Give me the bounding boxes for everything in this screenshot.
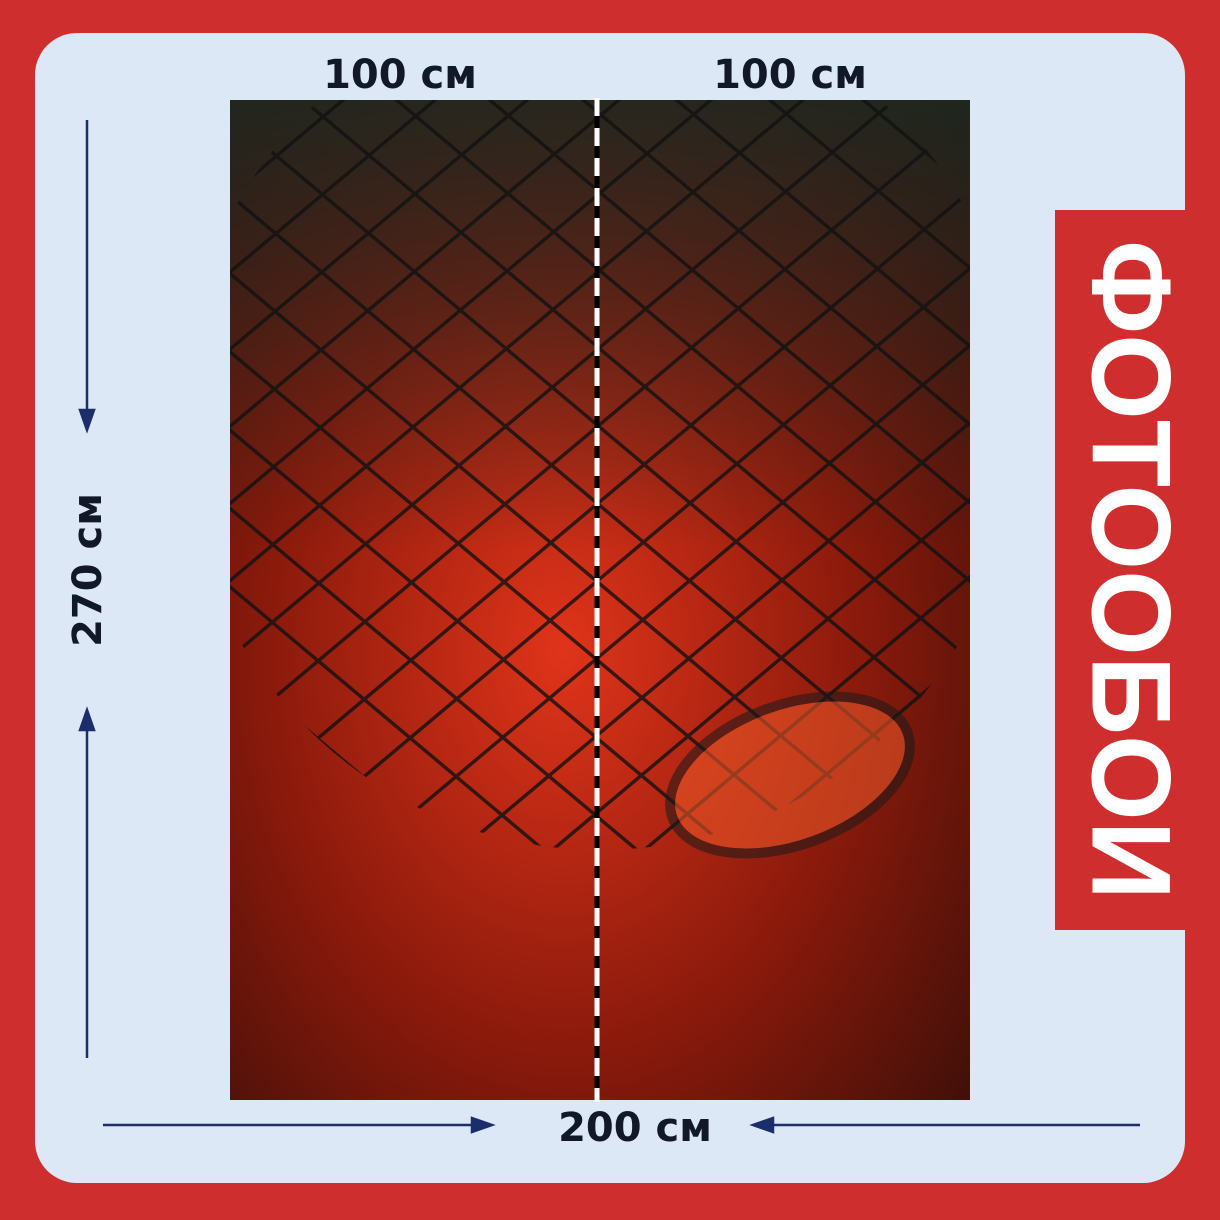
height-label: 270 см bbox=[65, 493, 111, 647]
banner-text: ФОТООБОИ bbox=[1068, 240, 1193, 900]
height-arrows bbox=[78, 120, 1140, 1134]
banner-bg bbox=[1055, 210, 1185, 930]
width-label: 100 см bbox=[713, 52, 867, 98]
total-width-label: 200 см bbox=[558, 1105, 712, 1151]
photo bbox=[230, 100, 970, 1100]
width-label: 100 см bbox=[323, 52, 477, 98]
